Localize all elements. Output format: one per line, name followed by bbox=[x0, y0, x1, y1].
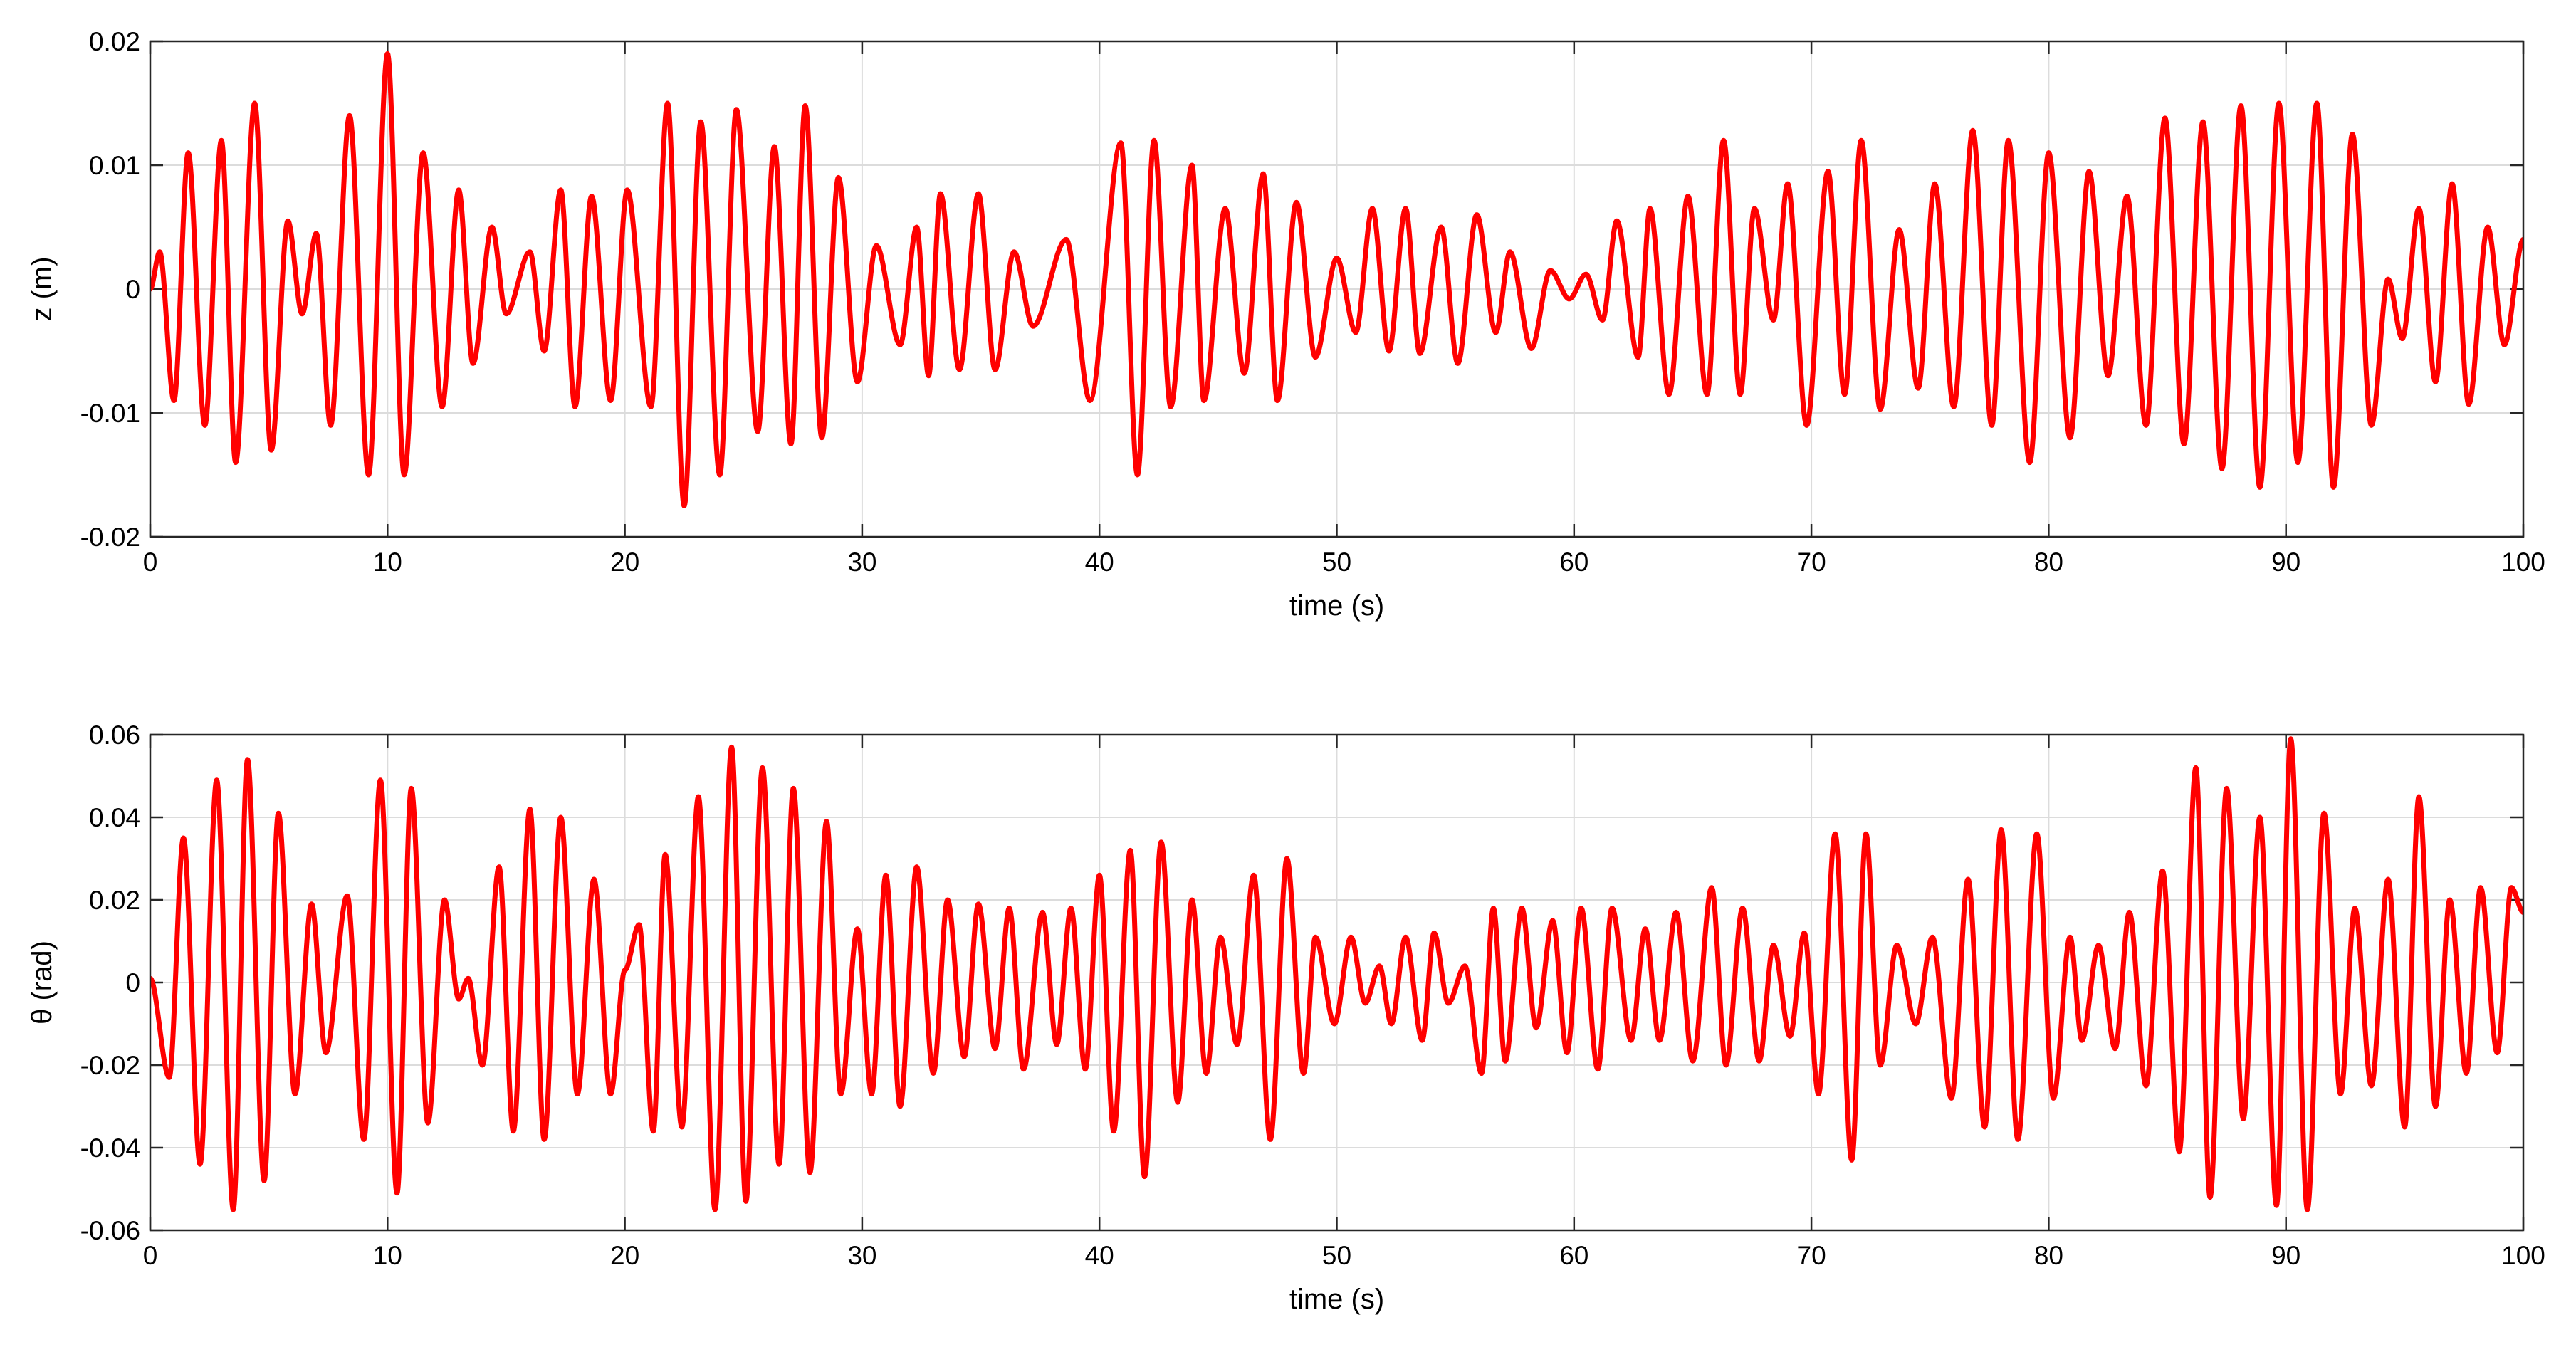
x-tick-label: 60 bbox=[1559, 1241, 1588, 1270]
y-tick-label: 0.01 bbox=[89, 151, 140, 180]
x-tick-label: 40 bbox=[1085, 547, 1114, 577]
plot-area bbox=[150, 736, 2523, 1212]
axes-frame bbox=[149, 40, 2525, 538]
x-tick-label: 10 bbox=[373, 1241, 402, 1270]
x-tick-label: 60 bbox=[1559, 547, 1588, 577]
x-tick-label: 90 bbox=[2271, 547, 2300, 577]
x-tick-label: 70 bbox=[1797, 547, 1826, 577]
x-tick-label: 0 bbox=[143, 1241, 158, 1270]
x-tick-label: 20 bbox=[610, 1241, 639, 1270]
y-tick-label: 0.06 bbox=[89, 720, 140, 750]
y-axis-label: z (m) bbox=[26, 256, 58, 321]
x-tick-label: 20 bbox=[610, 547, 639, 577]
y-tick-label: 0 bbox=[125, 275, 140, 304]
y-tick-label: 0.02 bbox=[89, 886, 140, 915]
y-tick-label: -0.01 bbox=[80, 399, 140, 428]
x-tick-label: 0 bbox=[143, 547, 158, 577]
x-tick-label: 50 bbox=[1322, 547, 1351, 577]
y-tick-label: 0.04 bbox=[89, 803, 140, 832]
data-line bbox=[150, 51, 2523, 508]
x-tick-label: 100 bbox=[2501, 1241, 2545, 1270]
x-tick-label: 10 bbox=[373, 547, 402, 577]
x-tick-label: 90 bbox=[2271, 1241, 2300, 1270]
y-tick-label: -0.02 bbox=[80, 1051, 140, 1080]
data-line bbox=[150, 736, 2523, 1212]
x-axis-label: time (s) bbox=[1289, 1284, 1384, 1315]
x-tick-label: 50 bbox=[1322, 1241, 1351, 1270]
y-tick-label: 0.02 bbox=[89, 27, 140, 56]
x-tick-label: 100 bbox=[2501, 547, 2545, 577]
x-tick-label: 80 bbox=[2034, 1241, 2063, 1270]
axes-frame bbox=[149, 733, 2525, 1232]
y-tick-label: 0 bbox=[125, 968, 140, 997]
x-tick-label: 80 bbox=[2034, 547, 2063, 577]
x-tick-label: 70 bbox=[1797, 1241, 1826, 1270]
y-tick-label: -0.06 bbox=[80, 1216, 140, 1245]
y-axis-label: θ (rad) bbox=[26, 940, 58, 1025]
y-tick-label: -0.04 bbox=[80, 1133, 140, 1163]
plot-area bbox=[150, 51, 2523, 508]
x-tick-label: 40 bbox=[1085, 1241, 1114, 1270]
x-tick-label: 30 bbox=[847, 547, 876, 577]
x-axis-label: time (s) bbox=[1289, 590, 1384, 622]
x-tick-label: 30 bbox=[847, 1241, 876, 1270]
y-tick-label: -0.02 bbox=[80, 523, 140, 552]
